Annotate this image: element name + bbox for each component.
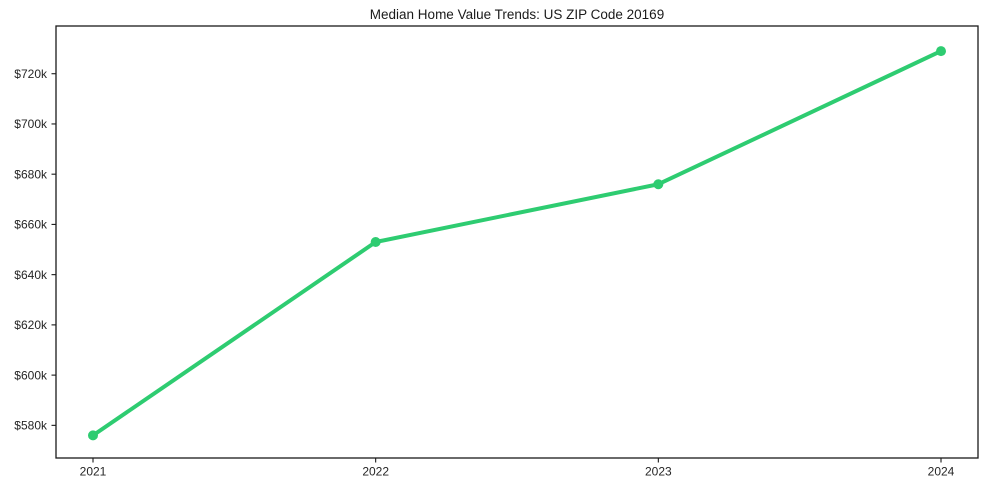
y-tick-label: $580k	[14, 419, 48, 433]
trend-line	[91, 49, 943, 438]
y-tick-label: $700k	[14, 117, 48, 131]
y-tick-label: $620k	[14, 318, 48, 332]
y-tick-label: $720k	[14, 67, 48, 81]
plot-border	[55, 25, 979, 459]
data-point-marker	[653, 179, 664, 190]
data-point-marker	[936, 46, 946, 57]
data-point-marker	[370, 237, 381, 247]
y-tick-label: $640k	[14, 268, 48, 282]
data-point-marker	[88, 430, 98, 441]
x-tick-label: 2022	[362, 465, 389, 479]
y-tick-label: $660k	[14, 218, 48, 232]
y-tick-label: $680k	[14, 167, 48, 181]
x-tick-label: 2024	[928, 465, 955, 479]
x-tick-label: 2021	[80, 465, 107, 479]
y-tick-label: $600k	[14, 368, 48, 382]
x-tick-label: 2023	[645, 465, 672, 479]
chart-title: Median Home Value Trends: US ZIP Code 20…	[369, 7, 665, 22]
